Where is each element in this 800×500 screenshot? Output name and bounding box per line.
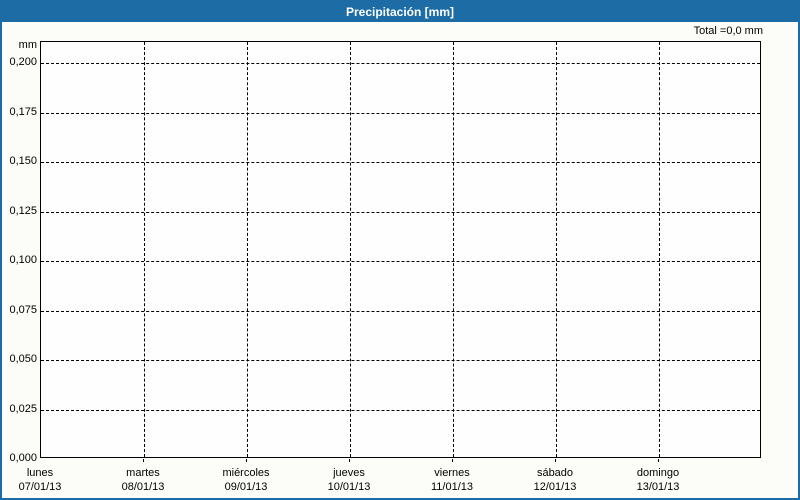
day-label: jueves 10/01/13 <box>328 466 371 494</box>
x-axis-tick <box>349 459 350 462</box>
horizontal-gridline <box>41 211 760 213</box>
x-axis-tick <box>658 459 659 462</box>
y-axis-tick-label: 0,075 <box>9 303 37 316</box>
chart-title: Precipitación [mm] <box>345 5 455 19</box>
vertical-gridline <box>659 42 660 457</box>
horizontal-gridline <box>41 112 760 114</box>
day-date: 08/01/13 <box>121 481 165 493</box>
y-axis-unit-label: mm <box>18 39 37 51</box>
vertical-gridline <box>144 42 145 457</box>
day-label: martes 08/01/13 <box>122 466 165 494</box>
x-axis-tick <box>555 459 556 462</box>
day-name: lunes <box>26 467 54 479</box>
x-axis-tick <box>452 459 453 462</box>
day-date: 10/01/13 <box>327 481 371 493</box>
day-date: 12/01/13 <box>533 481 577 493</box>
y-axis-tick-label: 0,000 <box>9 452 37 464</box>
day-label: lunes 07/01/13 <box>19 466 62 494</box>
day-name: viernes <box>434 467 470 479</box>
y-axis-tick-label: 0,025 <box>9 402 37 415</box>
vertical-gridline <box>453 42 454 457</box>
chart-title-bar: Precipitación [mm] <box>2 2 798 22</box>
day-label: viernes 11/01/13 <box>431 466 473 494</box>
vertical-gridline <box>556 42 557 457</box>
horizontal-gridline <box>41 162 760 163</box>
y-axis-tick-label: 0,125 <box>9 204 37 217</box>
day-name: sábado <box>536 467 574 479</box>
day-name: martes <box>126 467 160 479</box>
day-name: jueves <box>333 467 365 479</box>
horizontal-gridline <box>41 63 760 64</box>
day-date: 13/01/13 <box>636 481 680 493</box>
horizontal-gridline <box>41 261 760 262</box>
day-date: 09/01/13 <box>224 481 268 493</box>
vertical-gridline <box>247 42 248 457</box>
day-date: 11/01/13 <box>430 481 474 493</box>
day-label: sábado 12/01/13 <box>534 466 577 494</box>
day-name: miércoles <box>222 467 270 479</box>
x-axis-tick <box>246 459 247 462</box>
horizontal-gridline <box>41 310 760 312</box>
day-label: domingo 13/01/13 <box>637 466 680 494</box>
horizontal-gridline <box>41 360 760 361</box>
y-axis-tick-label: 0,175 <box>9 105 37 118</box>
day-date: 07/01/13 <box>18 481 62 493</box>
vertical-gridline <box>350 42 351 457</box>
day-label: miércoles 09/01/13 <box>222 466 269 494</box>
plot-area <box>40 41 761 458</box>
x-axis-tick <box>143 459 144 462</box>
horizontal-gridline <box>41 409 760 411</box>
y-axis-tick-label: 0,150 <box>9 155 37 167</box>
y-axis-tick-label: 0,200 <box>9 56 37 68</box>
total-label: Total =0,0 mm <box>693 25 763 37</box>
day-name: domingo <box>636 467 680 479</box>
y-axis-tick-label: 0,050 <box>9 353 37 365</box>
y-axis-tick-label: 0,100 <box>9 254 37 266</box>
